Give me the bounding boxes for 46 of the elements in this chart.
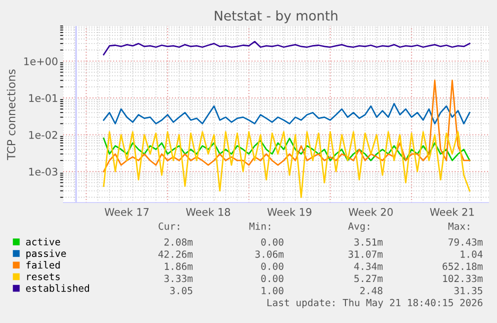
chart-title: Netstat - by month: [214, 10, 338, 24]
line-series: [102, 80, 470, 172]
text: 102.33m: [443, 274, 483, 282]
text: 4.34m: [354, 262, 383, 270]
text: 652.18m: [442, 262, 483, 270]
text: 31.35: [454, 286, 482, 294]
x-tick-label: Week 18: [186, 208, 230, 216]
text: 1.86m: [164, 262, 193, 270]
y-axis-title: TCP connections: [6, 69, 16, 160]
text: Min:: [249, 222, 270, 230]
x-tick-label: Week 19: [267, 208, 312, 216]
line-series: [102, 40, 470, 56]
text: 3.51m: [354, 238, 383, 246]
text: 5.27m: [354, 274, 383, 282]
text: 1.00: [262, 286, 284, 294]
text: 3.05: [170, 286, 192, 294]
x-tick-label: Week 21: [430, 208, 474, 216]
line-series: [102, 131, 470, 198]
legend-label: resets: [27, 273, 60, 280]
legend-label: failed: [26, 261, 60, 269]
legend-label: established: [26, 284, 89, 292]
text: 2.08m: [164, 238, 193, 246]
legend-label: active: [26, 238, 60, 246]
text: Last update: Thu May 21 18:40:15 2026: [267, 298, 482, 308]
text: 1.04: [460, 250, 483, 258]
line-series: [102, 102, 470, 124]
text: 0.00: [261, 274, 284, 282]
y-tick-label: 1e-02: [29, 130, 58, 139]
text: 0.00: [261, 238, 284, 246]
text: 2.48: [360, 286, 382, 294]
text: 31.07m: [348, 250, 383, 258]
text: 79.43m: [448, 238, 483, 246]
x-tick-label: Week 17: [104, 208, 149, 216]
text: 0.00: [261, 262, 284, 270]
text: 3.06m: [255, 250, 284, 258]
y-tick-label: 1e+00: [24, 57, 58, 66]
text: 3.33m: [164, 274, 193, 282]
text: Cur:: [158, 222, 180, 230]
y-tick-label: 1e-01: [29, 94, 58, 102]
text: Max:: [448, 222, 470, 230]
text: 42.26m: [158, 250, 193, 258]
x-tick-label: Week 20: [348, 208, 393, 216]
text: Avg:: [348, 222, 370, 232]
y-tick-label: 1e-03: [29, 168, 58, 176]
legend-label: passive: [26, 250, 66, 259]
line-series: [102, 138, 470, 162]
